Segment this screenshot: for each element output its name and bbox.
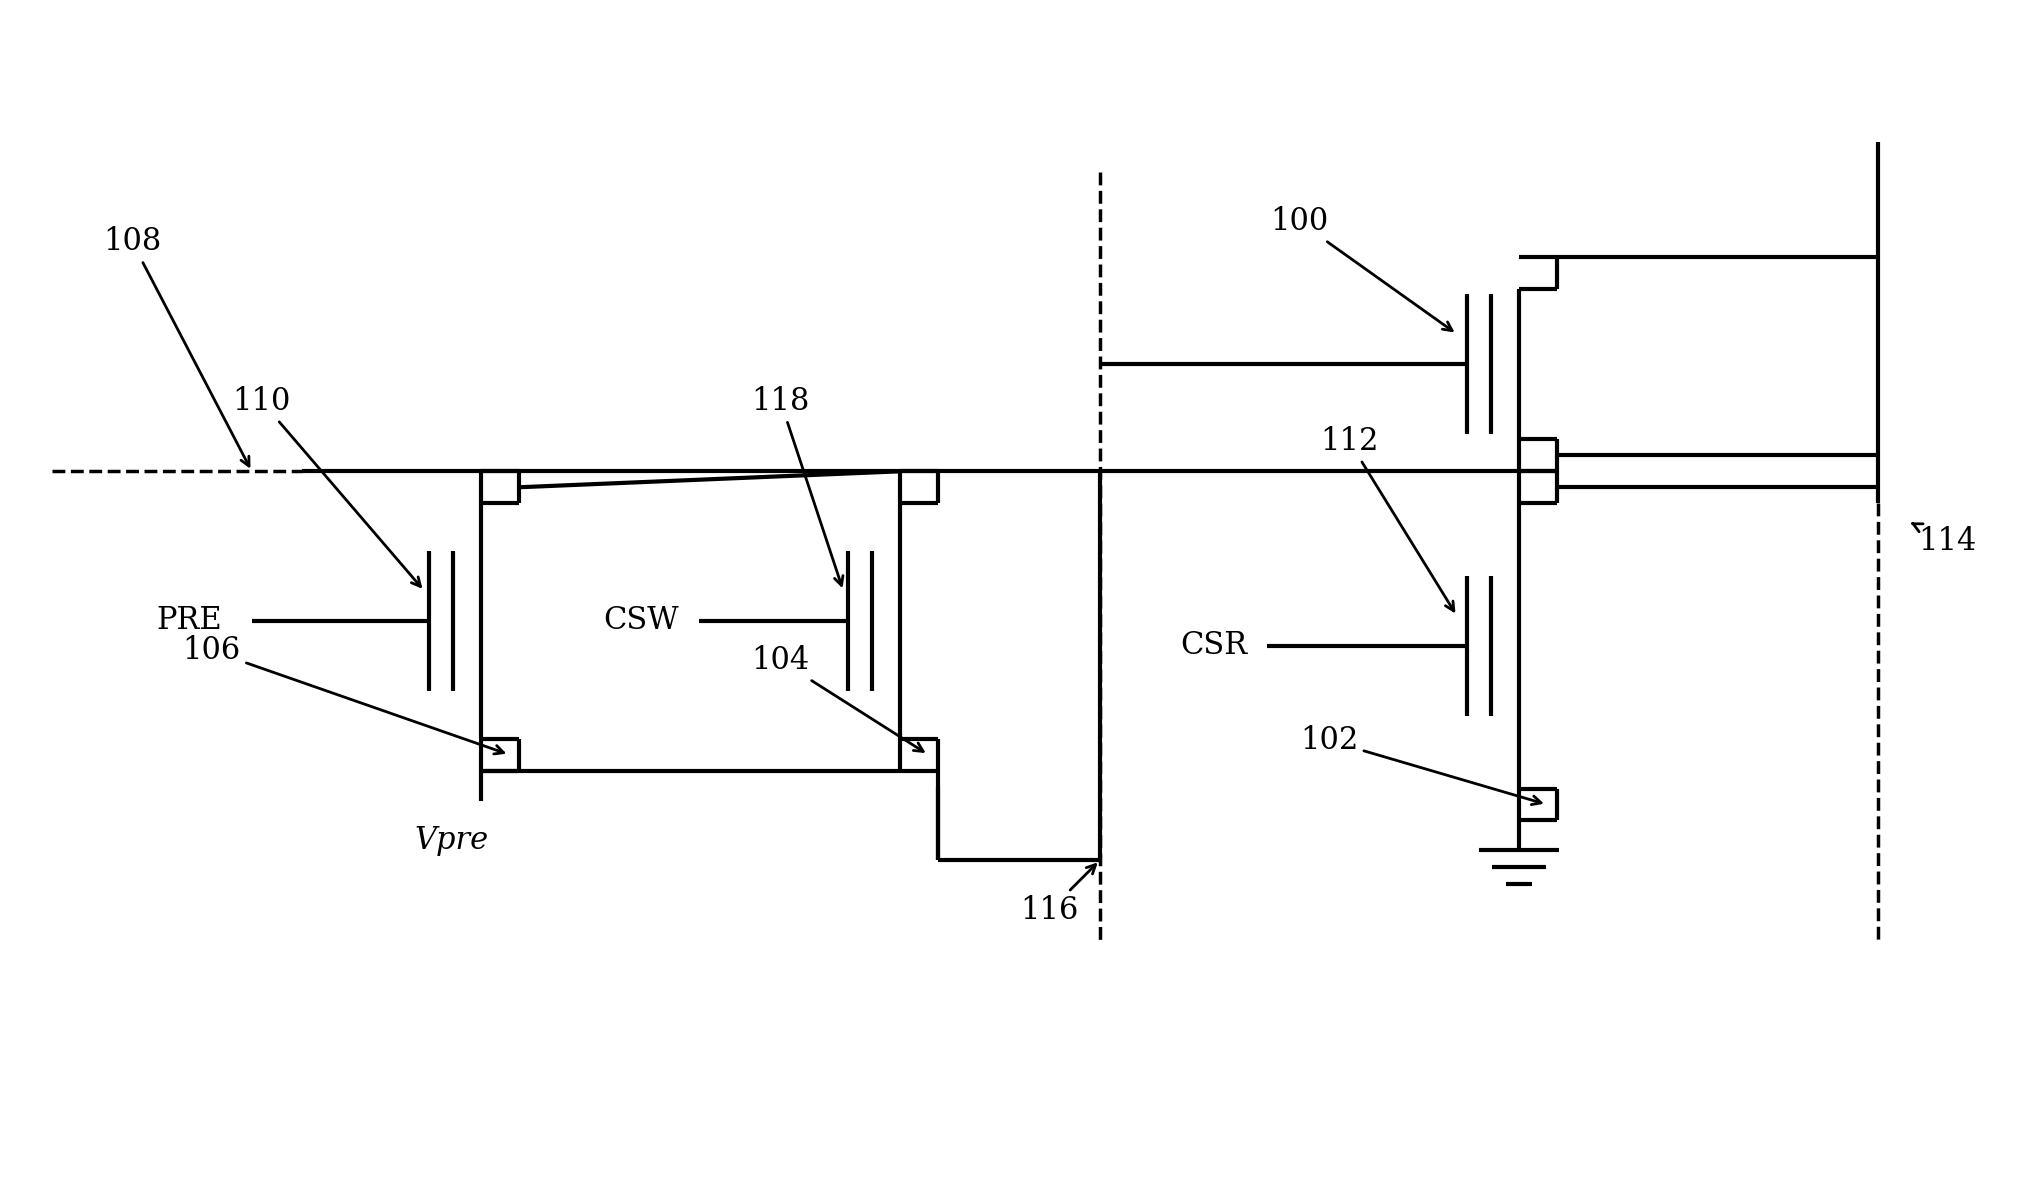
Text: 118: 118 bbox=[752, 386, 843, 586]
Text: 108: 108 bbox=[103, 226, 249, 466]
Text: 112: 112 bbox=[1320, 426, 1454, 611]
Text: Vpre: Vpre bbox=[415, 825, 489, 856]
Text: CSR: CSR bbox=[1181, 630, 1248, 661]
Text: 110: 110 bbox=[233, 386, 421, 586]
Text: 100: 100 bbox=[1270, 206, 1452, 331]
Text: 116: 116 bbox=[1021, 865, 1096, 925]
Text: 106: 106 bbox=[182, 635, 503, 754]
Text: 104: 104 bbox=[752, 646, 924, 752]
Text: 114: 114 bbox=[1913, 524, 1978, 556]
Text: CSW: CSW bbox=[603, 605, 679, 636]
Text: PRE: PRE bbox=[156, 605, 222, 636]
Text: 102: 102 bbox=[1300, 725, 1541, 805]
